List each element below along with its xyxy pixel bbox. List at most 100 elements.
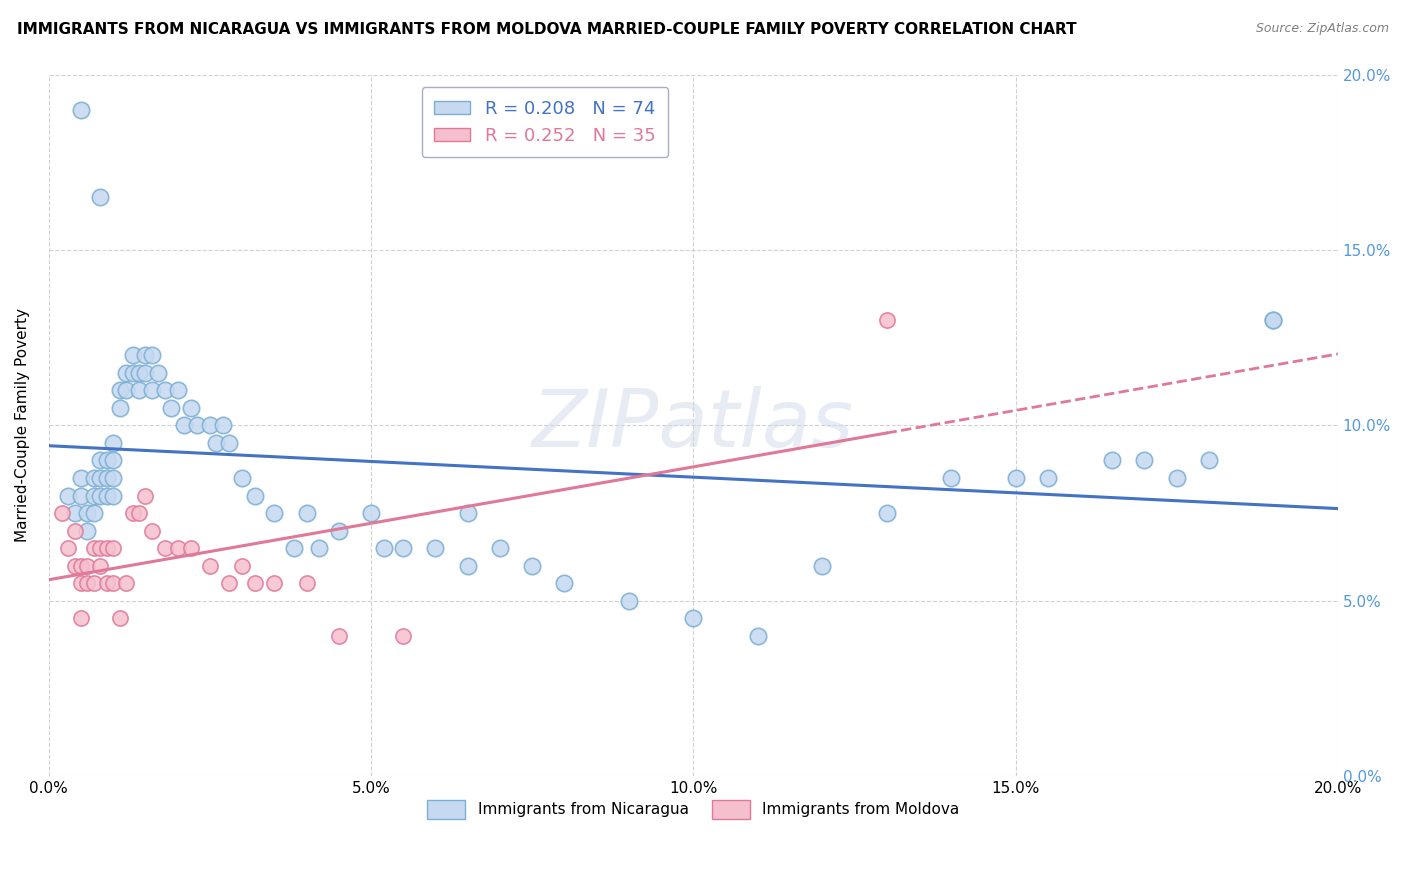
Point (70, 611, 93, 625)
Point (134, 366, 156, 380)
Point (457, 506, 479, 520)
Point (180, 541, 202, 556)
Y-axis label: Married-Couple Family Poverty: Married-Couple Family Poverty (15, 309, 30, 542)
Point (108, 611, 131, 625)
Point (876, 313, 898, 327)
Point (425, 541, 447, 556)
Point (263, 576, 285, 591)
Point (103, 576, 125, 591)
Point (96, 489, 118, 503)
Point (121, 366, 143, 380)
Point (103, 471, 125, 485)
Point (166, 384, 188, 398)
Point (70, 489, 93, 503)
Point (160, 401, 183, 415)
Point (103, 453, 125, 467)
Point (876, 506, 898, 520)
Point (141, 384, 163, 398)
Point (76, 506, 98, 520)
Point (1166, 471, 1188, 485)
Point (70, 576, 93, 591)
Point (83, 471, 105, 485)
Point (56, 489, 79, 503)
Point (1101, 453, 1123, 467)
Point (153, 541, 176, 556)
Point (153, 384, 176, 398)
Point (96, 576, 118, 591)
Point (173, 418, 195, 433)
Legend: Immigrants from Nicaragua, Immigrants from Moldova: Immigrants from Nicaragua, Immigrants fr… (422, 794, 966, 825)
Point (89, 558, 111, 573)
Point (186, 418, 208, 433)
Text: ZIPatlas: ZIPatlas (533, 386, 855, 465)
Point (1004, 471, 1026, 485)
Point (115, 384, 138, 398)
Point (939, 471, 962, 485)
Point (89, 541, 111, 556)
Point (70, 558, 93, 573)
Text: IMMIGRANTS FROM NICARAGUA VS IMMIGRANTS FROM MOLDOVA MARRIED-COUPLE FAMILY POVER: IMMIGRANTS FROM NICARAGUA VS IMMIGRANTS … (17, 22, 1077, 37)
Point (83, 489, 105, 503)
Point (96, 453, 118, 467)
Point (134, 489, 156, 503)
Point (51, 506, 73, 520)
Point (457, 558, 479, 573)
Point (243, 489, 266, 503)
Point (63, 506, 86, 520)
Point (392, 629, 415, 643)
Point (218, 576, 240, 591)
Point (108, 401, 131, 415)
Point (295, 576, 318, 591)
Point (56, 541, 79, 556)
Point (243, 576, 266, 591)
Point (360, 506, 382, 520)
Point (134, 348, 156, 362)
Point (89, 489, 111, 503)
Point (1198, 453, 1220, 467)
Point (96, 471, 118, 485)
Point (63, 558, 86, 573)
Point (489, 541, 512, 556)
Point (76, 524, 98, 538)
Point (128, 366, 150, 380)
Point (1036, 471, 1059, 485)
Point (83, 541, 105, 556)
Point (103, 436, 125, 450)
Point (103, 489, 125, 503)
Point (70, 471, 93, 485)
Point (76, 558, 98, 573)
Point (83, 576, 105, 591)
Point (520, 558, 543, 573)
Point (115, 576, 138, 591)
Point (1263, 313, 1285, 327)
Point (198, 418, 221, 433)
Point (263, 506, 285, 520)
Point (218, 436, 240, 450)
Point (76, 576, 98, 591)
Point (308, 541, 330, 556)
Point (103, 541, 125, 556)
Point (121, 348, 143, 362)
Point (682, 611, 704, 625)
Text: Source: ZipAtlas.com: Source: ZipAtlas.com (1256, 22, 1389, 36)
Point (328, 524, 350, 538)
Point (295, 506, 318, 520)
Point (747, 629, 769, 643)
Point (63, 524, 86, 538)
Point (148, 366, 170, 380)
Point (128, 506, 150, 520)
Point (128, 384, 150, 398)
Point (392, 541, 415, 556)
Point (180, 401, 202, 415)
Point (283, 541, 305, 556)
Point (83, 506, 105, 520)
Point (205, 436, 228, 450)
Point (373, 541, 395, 556)
Point (231, 558, 253, 573)
Point (198, 558, 221, 573)
Point (89, 453, 111, 467)
Point (141, 348, 163, 362)
Point (1133, 453, 1156, 467)
Point (115, 366, 138, 380)
Point (553, 576, 575, 591)
